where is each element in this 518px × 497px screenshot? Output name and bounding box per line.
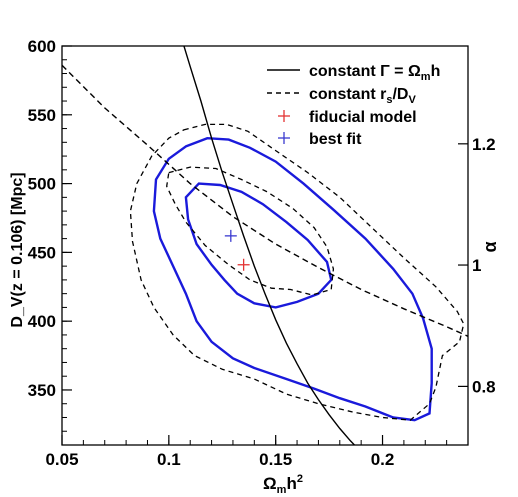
legend-entry-best-fit: best fit — [309, 131, 362, 148]
x-tick-label-2: 0.15 — [259, 450, 292, 469]
y2-tick-label-1: 1 — [472, 256, 481, 275]
legend-rs-sub: s — [386, 94, 392, 106]
best-fit-marker — [224, 229, 237, 242]
x-axis-title-rest: h — [286, 474, 296, 493]
contour-black-dashed-3 — [166, 166, 335, 296]
legend-blue-cross-marker — [278, 132, 290, 144]
constant-gamma-curve — [183, 46, 356, 445]
y-tick-label-3: 500 — [28, 175, 56, 194]
x-axis-title-sup: 2 — [297, 473, 303, 485]
y-tick-label-4: 550 — [28, 106, 56, 125]
tick-labels-layer: 0.05 0.1 0.15 0.2 350 400 450 500 550 600 0.8 1 1.2 — [28, 37, 496, 469]
y-axis-title: D_V(z = 0.106) [Mpc] — [9, 172, 26, 327]
contour-blue-solid-0 — [152, 136, 433, 422]
ticks-layer — [61, 45, 469, 445]
y-tick-label-5: 600 — [28, 37, 56, 56]
legend-red-cross-marker — [278, 110, 290, 122]
legend-gamma-sub: m — [421, 71, 431, 83]
legend-entry-rs-dv: constant rs/DV — [309, 86, 416, 106]
constant-rs-dv-curve — [62, 64, 468, 337]
x-axis-title-sub: m — [277, 484, 287, 496]
y2-tick-label-0: 0.8 — [472, 377, 496, 396]
legend-entry-gamma: constant Γ = Ωmh — [309, 63, 440, 83]
legend-rs-suffix: /D — [392, 86, 408, 103]
contour-blue-solid-1 — [184, 182, 333, 309]
plot-frame — [61, 45, 469, 446]
y-tick-label-0: 350 — [28, 381, 56, 400]
y-tick-label-2: 450 — [28, 243, 56, 262]
legend-gamma-prefix: constant Γ = Ω — [309, 63, 421, 80]
fiducial-model-marker — [237, 258, 250, 271]
legend-entry-fiducial: fiducial model — [309, 109, 417, 126]
series-layer — [62, 46, 468, 445]
x-axis-title: Ωmh2 — [263, 473, 303, 496]
x-axis-title-main: Ω — [263, 474, 277, 493]
y2-tick-label-2: 1.2 — [472, 135, 496, 154]
legend-rs-sub2: V — [408, 94, 416, 106]
legend: constant Γ = Ωmh constant rs/DV fiducial… — [267, 63, 440, 148]
legend-rs-prefix: constant r — [309, 86, 386, 103]
x-tick-label-1: 0.1 — [157, 450, 181, 469]
contour-black-dashed-2 — [129, 123, 465, 421]
x-tick-label-3: 0.2 — [371, 450, 395, 469]
plot-area — [62, 46, 468, 445]
x-tick-label-0: 0.05 — [45, 450, 78, 469]
y-tick-label-1: 400 — [28, 312, 56, 331]
y2-axis-title: α — [480, 241, 500, 252]
legend-gamma-suffix: h — [431, 63, 441, 80]
